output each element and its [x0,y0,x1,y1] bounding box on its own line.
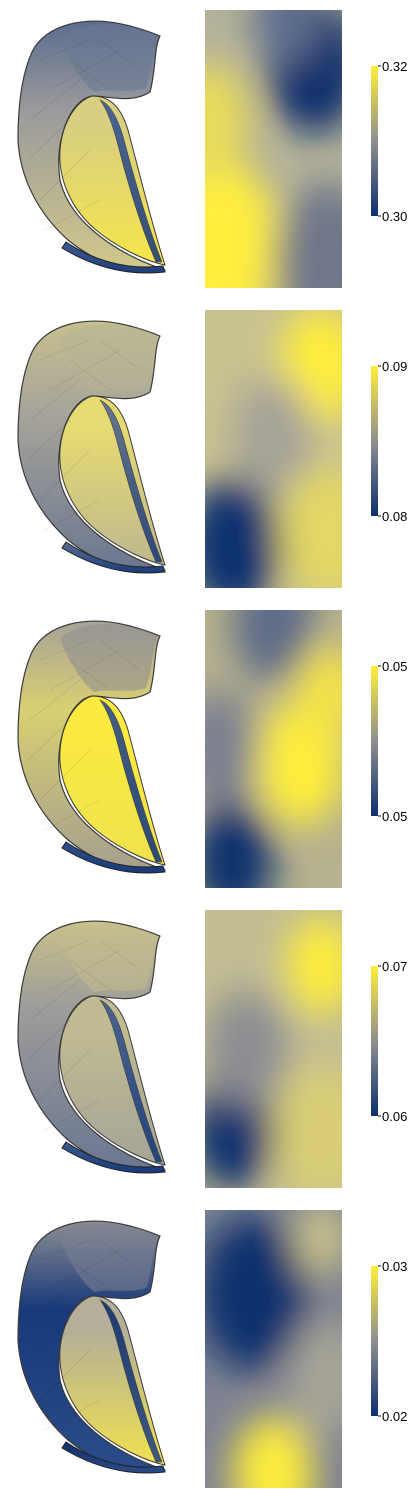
flat-map [205,10,342,288]
map-blob [205,801,274,888]
map-blob [273,182,342,288]
hippocampus-surface [17,20,166,274]
map-blob [205,990,288,1108]
surface-mesh [27,1239,141,1431]
surface-inner [59,995,166,1166]
colorbar [371,966,378,1116]
surface-edge [99,699,163,863]
surface-tail [61,841,166,874]
figure-row [17,910,381,1188]
hippocampus-surface [17,620,166,874]
map-blob [287,916,342,1015]
colorbar-max-label: 0.03 [382,1259,408,1274]
colorbar [371,366,378,516]
map-blob [287,1318,342,1436]
colorbar-min-label: 0.02 [382,1409,408,1424]
flat-map [205,910,342,1188]
colorbar-min-label: 0.06 [382,1109,408,1124]
flat-map [205,310,342,588]
hippocampus-surface [17,320,166,574]
surface-head [60,924,158,992]
surface-mesh [27,639,141,831]
colorbar-min-label: 0.08 [382,509,408,524]
flat-map [205,1210,342,1488]
surface-head [60,624,158,692]
map-blob [280,464,342,588]
surface-inner [59,395,166,566]
surface-edge [99,399,163,563]
colorbar-min-label: 0.05 [382,809,408,824]
surface-head [60,1224,158,1292]
surface-tail [61,1441,166,1474]
surface-inner [59,695,166,866]
colorbar [371,66,378,216]
map-blob [205,1215,308,1372]
surface-mesh [27,939,141,1131]
colorbar-max-label: 0.07 [382,959,408,974]
colorbar-min-label: 0.30 [382,209,408,224]
surface-inner [59,1295,166,1466]
map-blob [273,1064,342,1188]
map-blob [205,158,281,288]
colorbar-max-label: 0.09 [382,359,408,374]
map-blob [294,644,342,743]
surface-tail [61,541,166,574]
surface-edge [99,1299,163,1463]
colorbar [371,666,378,816]
surface-tail [61,1141,166,1174]
figure-row [17,10,381,288]
map-blob [205,478,281,588]
flat-map [205,610,342,888]
figure-row [17,1210,381,1488]
surface-mesh [27,339,141,531]
map-blob [232,1415,315,1488]
map-blob [205,62,249,180]
surface-head [60,324,158,392]
hippocampus-surface [17,1220,166,1474]
surface-head [60,24,158,92]
surface-mesh [27,39,141,231]
map-blob [232,610,315,683]
surface-edge [99,999,163,1163]
colorbar [371,1266,378,1416]
colorbar-max-label: 0.32 [382,59,408,74]
surface-tail [61,241,166,274]
figure-row [17,310,381,588]
surface-inner [59,95,166,266]
surface-edge [99,99,163,263]
map-blob [252,10,322,67]
hippocampus-surface [17,920,166,1174]
map-blob [232,376,315,494]
figure-row [17,610,381,888]
colorbar-max-label: 0.05 [382,659,408,674]
map-blob [205,690,260,808]
map-blob [294,1210,342,1277]
